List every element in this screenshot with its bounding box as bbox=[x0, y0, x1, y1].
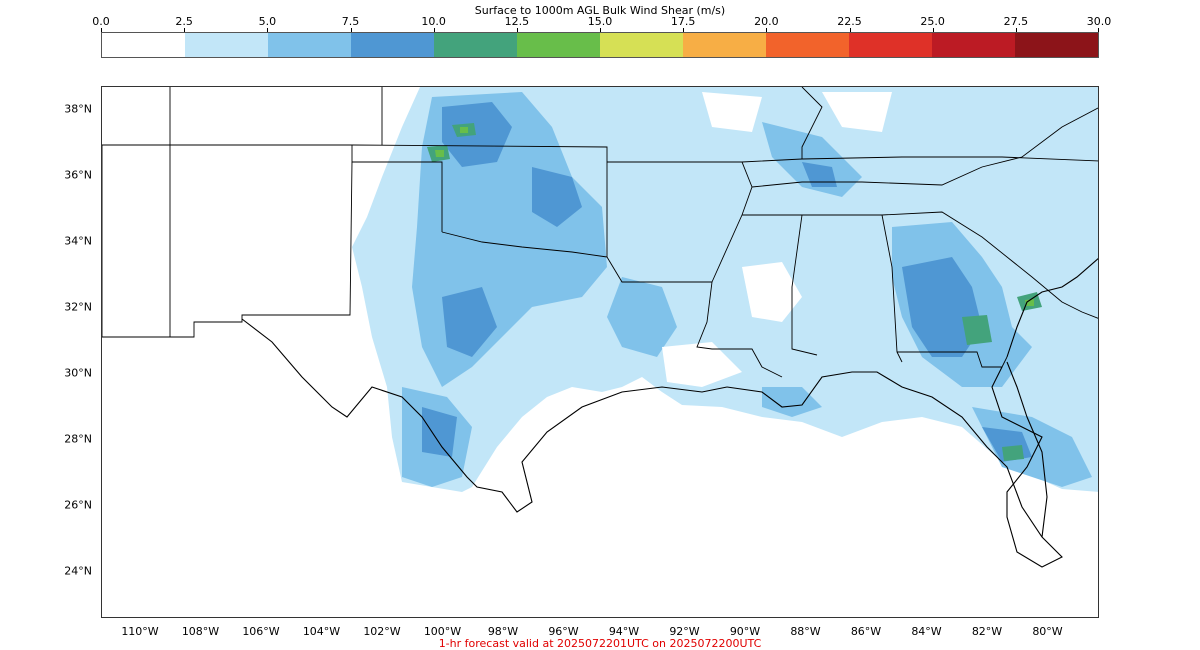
state-border bbox=[897, 351, 1008, 368]
longitude-label: 110°W bbox=[121, 625, 159, 638]
colorbar-tick-label: 30.0 bbox=[1086, 15, 1112, 28]
latitude-label: 24°N bbox=[64, 564, 92, 578]
state-border bbox=[742, 214, 903, 363]
longitude-label: 106°W bbox=[242, 625, 280, 638]
colorbar-swatch bbox=[932, 33, 1015, 57]
colorbar-swatch bbox=[185, 33, 268, 57]
longitude-label: 98°W bbox=[487, 625, 519, 638]
colorbar-tick-mark bbox=[683, 28, 685, 32]
latitude-label: 36°N bbox=[64, 168, 92, 182]
colorbar-tick-mark bbox=[932, 28, 934, 32]
colorbar-swatch bbox=[434, 33, 517, 57]
longitude-label: 86°W bbox=[850, 625, 882, 638]
longitude-label: 88°W bbox=[790, 625, 821, 638]
colorbar-tick-label: 27.5 bbox=[1003, 15, 1029, 28]
colorbar-swatch bbox=[600, 33, 683, 57]
colorbar-tick-label: 22.5 bbox=[837, 15, 862, 28]
map-canvas bbox=[102, 87, 1098, 568]
coastline bbox=[1006, 361, 1048, 538]
colorbar-tick-label: 12.5 bbox=[504, 15, 530, 28]
latitude-label: 30°N bbox=[64, 366, 92, 380]
coastline bbox=[726, 366, 1063, 568]
longitude-label: 102°W bbox=[363, 625, 401, 638]
colorbar-tick-label: 10.0 bbox=[421, 15, 446, 28]
shear-fill-layer bbox=[352, 87, 1098, 492]
longitude-label: 84°W bbox=[911, 625, 942, 638]
longitude-label: 96°W bbox=[548, 625, 579, 638]
colorbar-tick-label: 20.0 bbox=[754, 15, 779, 28]
colorbar-tick-mark bbox=[516, 28, 518, 32]
forecast-caption: 1-hr forecast valid at 2025072201UTC on … bbox=[438, 637, 762, 650]
state-border bbox=[606, 256, 783, 378]
colorbar-tick-label: 7.5 bbox=[341, 15, 360, 28]
boundary-layer bbox=[102, 87, 1098, 568]
latitude-label: 32°N bbox=[64, 300, 92, 314]
coastline bbox=[1006, 258, 1098, 358]
longitude-label: 108°W bbox=[181, 625, 220, 638]
colorbar-swatch bbox=[268, 33, 351, 57]
map-panel bbox=[101, 86, 1099, 618]
shear-band-12p5 bbox=[435, 127, 1034, 306]
state-border bbox=[881, 211, 1098, 319]
colorbar-tick-mark bbox=[267, 28, 269, 32]
colorbar-tick-mark bbox=[766, 28, 768, 32]
latitude-label: 34°N bbox=[64, 234, 92, 248]
longitude-label: 82°W bbox=[971, 625, 1003, 638]
colorbar-tick-mark bbox=[184, 28, 186, 32]
shear-gaps bbox=[662, 92, 892, 387]
state-border bbox=[751, 107, 1098, 188]
coastline bbox=[241, 318, 728, 513]
colorbar-tick-mark bbox=[101, 28, 102, 32]
longitude-label: 94°W bbox=[608, 625, 640, 638]
colorbar-tick-label: 15.0 bbox=[587, 15, 613, 28]
latitude-label: 26°N bbox=[64, 498, 92, 512]
colorbar-tick-label: 0.0 bbox=[92, 15, 110, 28]
colorbar-tick-mark bbox=[1098, 28, 1099, 32]
state-border bbox=[102, 87, 443, 338]
colorbar bbox=[101, 32, 1099, 58]
latitude-label: 28°N bbox=[64, 432, 92, 446]
colorbar-title: Surface to 1000m AGL Bulk Wind Shear (m/… bbox=[474, 4, 726, 17]
colorbar-swatch bbox=[517, 33, 600, 57]
colorbar-tick-label: 5.0 bbox=[258, 15, 277, 28]
longitude-label: 92°W bbox=[669, 625, 700, 638]
colorbar-tick-label: 17.5 bbox=[670, 15, 696, 28]
longitude-label: 80°W bbox=[1032, 625, 1063, 638]
colorbar-tick-mark bbox=[1015, 28, 1017, 32]
colorbar-tick-mark bbox=[350, 28, 352, 32]
shear-band-7p5 bbox=[422, 102, 1032, 462]
colorbar-tick-mark bbox=[433, 28, 435, 32]
colorbar-tick-mark bbox=[600, 28, 601, 32]
longitude-label: 90°W bbox=[729, 625, 761, 638]
colorbar-swatch bbox=[849, 33, 932, 57]
longitude-label: 100°W bbox=[423, 625, 462, 638]
state-border bbox=[801, 87, 823, 159]
state-border bbox=[351, 144, 608, 258]
colorbar-swatch bbox=[683, 33, 766, 57]
colorbar-swatch bbox=[351, 33, 434, 57]
state-border bbox=[741, 156, 1098, 163]
colorbar-tick-label: 25.0 bbox=[920, 15, 945, 28]
colorbar-swatch bbox=[102, 33, 185, 57]
colorbar-swatch bbox=[1015, 33, 1098, 57]
colorbar-tick-mark bbox=[849, 28, 851, 32]
longitude-label: 104°W bbox=[302, 625, 341, 638]
latitude-label: 38°N bbox=[64, 102, 92, 116]
state-border bbox=[102, 145, 353, 338]
colorbar-swatch bbox=[766, 33, 849, 57]
colorbar-tick-label: 2.5 bbox=[175, 15, 193, 28]
